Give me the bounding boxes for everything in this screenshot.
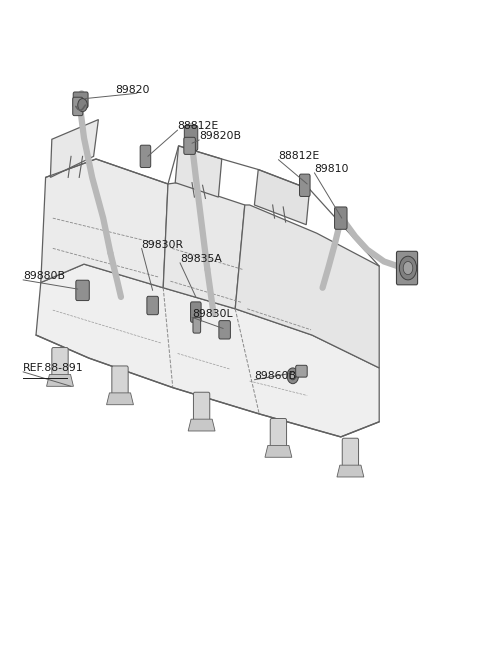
Circle shape — [287, 368, 299, 384]
Circle shape — [290, 372, 296, 380]
Text: 89835A: 89835A — [180, 254, 222, 264]
FancyBboxPatch shape — [193, 392, 210, 421]
Polygon shape — [50, 120, 98, 177]
Text: 89830R: 89830R — [142, 240, 184, 250]
Text: 88812E: 88812E — [178, 122, 219, 131]
FancyBboxPatch shape — [335, 207, 347, 229]
Text: 89830L: 89830L — [192, 309, 233, 319]
FancyBboxPatch shape — [76, 280, 89, 300]
Polygon shape — [41, 159, 168, 288]
Polygon shape — [163, 183, 245, 309]
Circle shape — [399, 256, 417, 280]
FancyBboxPatch shape — [73, 97, 83, 116]
Polygon shape — [107, 393, 133, 405]
FancyBboxPatch shape — [147, 296, 158, 315]
FancyBboxPatch shape — [52, 348, 68, 376]
FancyBboxPatch shape — [270, 419, 287, 447]
Text: 89880B: 89880B — [23, 271, 65, 281]
FancyBboxPatch shape — [396, 251, 418, 285]
Text: 88812E: 88812E — [278, 151, 320, 161]
Polygon shape — [175, 146, 222, 197]
FancyBboxPatch shape — [193, 317, 201, 333]
Polygon shape — [265, 445, 292, 457]
Polygon shape — [337, 465, 364, 477]
FancyBboxPatch shape — [342, 438, 359, 467]
FancyBboxPatch shape — [112, 366, 128, 395]
FancyBboxPatch shape — [73, 92, 88, 108]
Circle shape — [403, 261, 413, 275]
Text: 89860B: 89860B — [254, 371, 296, 381]
Circle shape — [78, 99, 87, 112]
Text: 89820B: 89820B — [199, 131, 241, 141]
Polygon shape — [36, 264, 379, 437]
FancyBboxPatch shape — [296, 365, 307, 377]
FancyBboxPatch shape — [184, 125, 198, 150]
Text: REF.88-891: REF.88-891 — [23, 363, 84, 373]
Text: 89810: 89810 — [314, 164, 349, 174]
Polygon shape — [254, 170, 310, 225]
FancyBboxPatch shape — [300, 174, 310, 196]
Polygon shape — [47, 374, 73, 386]
FancyBboxPatch shape — [191, 302, 201, 322]
FancyBboxPatch shape — [184, 137, 195, 154]
FancyBboxPatch shape — [219, 321, 230, 339]
FancyBboxPatch shape — [140, 145, 151, 168]
Polygon shape — [235, 205, 379, 368]
Polygon shape — [188, 419, 215, 431]
Text: 89820: 89820 — [115, 85, 150, 95]
